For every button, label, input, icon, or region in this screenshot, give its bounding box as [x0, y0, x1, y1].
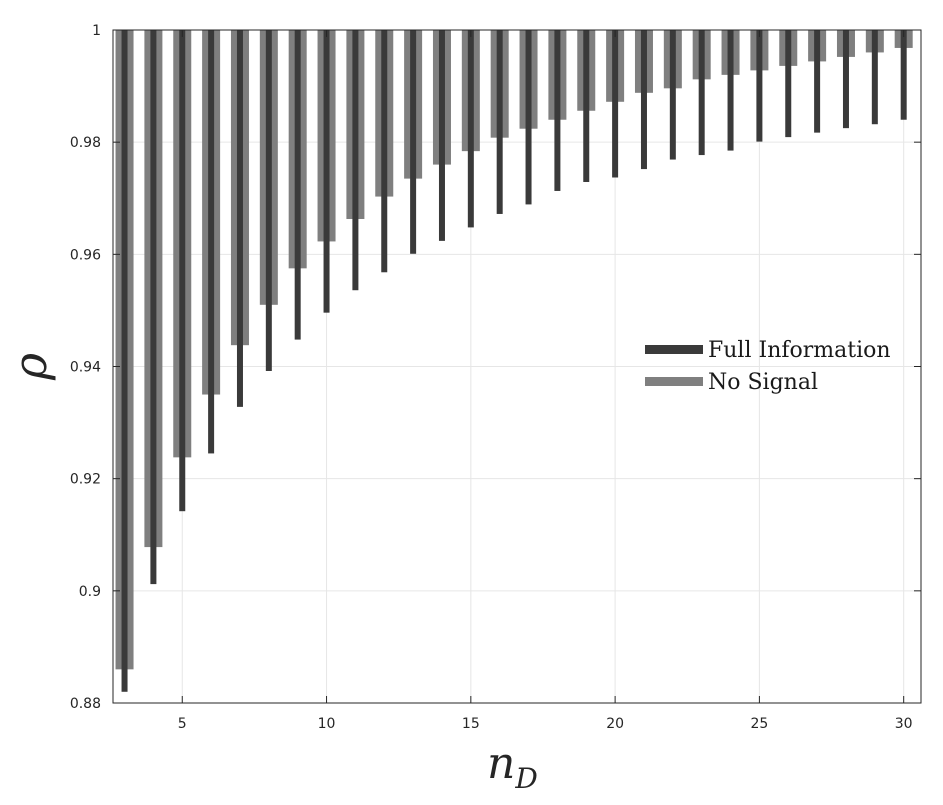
x-tick-label: 10: [318, 716, 336, 732]
x-tick-label: 30: [895, 716, 913, 732]
x-tick-label: 25: [750, 716, 768, 732]
bar-full-information: [121, 30, 128, 692]
bar-full-information: [467, 30, 474, 228]
legend-swatch-no-signal: [645, 377, 703, 386]
legend-label-no-signal: No Signal: [708, 370, 818, 395]
bar-full-information: [381, 30, 388, 273]
bar-full-information: [208, 30, 215, 454]
bar-full-information: [525, 30, 532, 205]
bar-full-information: [727, 30, 734, 151]
bar-full-information: [496, 30, 503, 214]
y-tick-label: 1: [92, 23, 101, 39]
bar-full-information: [583, 30, 590, 182]
bar-full-information: [785, 30, 792, 138]
y-axis-label: ρ: [3, 353, 57, 381]
y-tick-label: 0.96: [70, 247, 101, 263]
bar-full-information: [640, 30, 647, 170]
bar-full-information: [323, 30, 330, 313]
x-axis-label-main: n: [487, 738, 515, 789]
bar-full-information: [900, 30, 907, 120]
y-tick-label: 0.98: [70, 135, 101, 151]
legend-swatch-full-information: [645, 345, 703, 354]
legend: Full Information No Signal: [645, 338, 891, 395]
bar-full-information: [352, 30, 359, 291]
bar-full-information: [842, 30, 849, 129]
bar-full-information: [265, 30, 272, 371]
bar-full-information: [150, 30, 157, 585]
bar-full-information: [756, 30, 763, 142]
y-tick-label: 0.92: [70, 472, 101, 488]
x-tick-label: 5: [178, 716, 187, 732]
bar-full-information: [669, 30, 676, 160]
x-axis-label-subscript: D: [514, 762, 537, 795]
bar-full-information: [814, 30, 821, 133]
bar-full-information: [236, 30, 243, 407]
bar-full-information: [179, 30, 186, 512]
y-tick-label: 0.94: [70, 360, 101, 376]
y-tick-label: 0.9: [79, 584, 101, 600]
bar-full-information: [294, 30, 301, 340]
x-tick-label: 20: [606, 716, 624, 732]
x-tick-label: 15: [462, 716, 480, 732]
bar-full-information: [410, 30, 417, 254]
bars: [115, 30, 913, 692]
bar-full-information: [612, 30, 619, 178]
bar-full-information: [871, 30, 878, 125]
y-tick-label: 0.88: [70, 696, 101, 712]
bar-full-information: [554, 30, 561, 191]
bar-full-information: [698, 30, 705, 156]
legend-label-full-information: Full Information: [708, 338, 891, 363]
x-axis-label: nD: [487, 738, 538, 795]
bar-full-information: [438, 30, 445, 241]
